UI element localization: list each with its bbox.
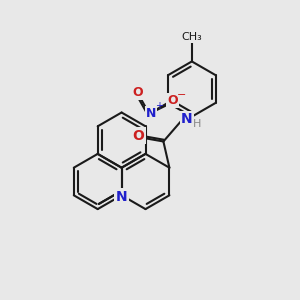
- Text: O: O: [167, 94, 178, 106]
- Text: CH₃: CH₃: [182, 32, 202, 42]
- Text: +: +: [155, 100, 163, 110]
- Text: O: O: [132, 85, 142, 98]
- Text: −: −: [177, 90, 186, 100]
- Text: H: H: [193, 119, 201, 129]
- Text: N: N: [181, 112, 193, 126]
- Text: N: N: [146, 107, 156, 120]
- Text: O: O: [133, 129, 144, 143]
- Text: N: N: [116, 190, 127, 204]
